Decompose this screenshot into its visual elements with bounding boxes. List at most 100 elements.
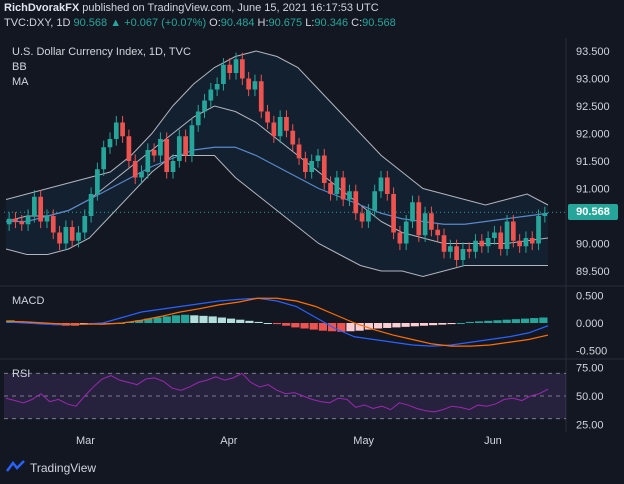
candle-body [101,147,107,170]
candle-body [447,246,453,252]
candle-body [63,227,69,244]
candle-body [208,89,214,101]
candle-body [107,139,113,148]
candle-body [164,139,170,172]
macd-histogram-bar [392,323,401,328]
close-value: 90.568 [362,17,396,29]
publisher-name[interactable]: RichDvorakFX [4,2,80,14]
macd-histogram-bar [419,323,429,326]
price-tick-label: 93.500 [576,46,610,58]
candle-body [391,194,396,233]
candle-body [429,213,434,230]
ohlc-bar: TVC:DXY, 1D 90.568 ▲ +0.067 (+0.07%) O:9… [4,17,396,29]
candle-body [296,144,302,159]
macd-histogram-bar [282,323,291,326]
candle-body [151,150,157,156]
candle-body [13,218,18,222]
macd-histogram-bar [465,321,475,323]
candle-body [132,161,138,178]
macd-histogram-bar [263,323,272,324]
chart-title: U.S. Dollar Currency Index, 1D, TVC [12,46,191,58]
macd-histogram-bar [539,317,548,323]
macd-histogram-bar [153,317,162,323]
macd-histogram-bar [309,323,318,330]
bb-fill [6,51,548,277]
bb-legend[interactable]: BB [12,61,27,73]
candle-body [277,117,283,137]
macd-histogram-bar [520,318,530,323]
candle-body [334,177,340,194]
open-value: 90.484 [220,17,255,29]
candle-body [340,177,346,200]
candle-body [435,229,441,236]
macd-histogram-bar [171,315,181,323]
macd-histogram-bar [291,323,300,328]
candle-body [233,59,239,73]
symbol-label[interactable]: TVC:DXY, 1D [4,17,71,29]
candle-body [441,235,447,252]
macd-histogram-bar [300,323,309,329]
candle-body [473,240,478,252]
candle-body [158,139,163,156]
x-tick-label: May [353,435,374,447]
candle-body [57,232,62,244]
candle-body [170,161,176,172]
candle-body [246,78,251,90]
macd-histogram-bar [226,318,236,323]
last-price-badge: 90.568 [568,204,618,220]
candle-body [25,216,31,225]
x-tick-label: Apr [220,435,237,447]
rsi-tick-label: 75.00 [576,363,604,375]
macd-histogram-bar [456,323,465,324]
macd-histogram-bar [383,323,392,328]
candle-body [466,249,472,252]
macd-histogram-bar [438,323,447,325]
low-label: L: [305,17,315,29]
rsi-line [5,372,549,413]
macd-histogram-bar [272,323,282,325]
candle-body [460,249,466,260]
rsi-tick-label: 50.00 [576,391,604,403]
high-label: H: [257,17,269,29]
x-tick-label: Jun [484,435,502,447]
candle-body [38,196,44,222]
x-tick-label: Mar [76,435,95,447]
candle-body [202,100,207,112]
macd-histogram-bar [355,323,364,331]
macd-tick-label: 0.500 [576,291,604,303]
macd-histogram-bar [484,320,493,323]
candle-body [284,117,289,131]
publish-header: RichDvorakFX published on TradingView.co… [4,2,379,14]
rsi-tick-label: 25.00 [576,419,604,431]
candle-body [492,232,497,238]
candle-body [265,111,270,123]
price-tick-label: 91.000 [576,184,610,196]
candle-body [69,227,75,241]
ma-legend[interactable]: MA [12,76,29,88]
macd-histogram-bar [346,323,355,332]
candle-body [378,177,384,192]
ma-line [6,146,549,225]
candle-body [359,213,365,222]
open-label: O: [209,17,221,29]
candle-body [113,122,119,139]
macd-histogram-bar [181,314,190,323]
published-text: published on TradingView.com, June 15, 2… [82,2,379,14]
candle-body [19,221,25,225]
price-tick-label: 92.500 [576,101,610,113]
price-tick-label: 90.000 [576,239,610,251]
candle-body [50,216,56,233]
candle-body [290,130,296,145]
candle-body [145,150,151,172]
last-price: 90.568 [73,17,108,29]
candle-body [120,122,125,137]
rsi-legend[interactable]: RSI [12,368,31,380]
candle-body [271,122,277,137]
tradingview-brand[interactable]: TradingView [6,459,96,476]
candle-body [328,183,333,194]
high-value: 90.675 [268,17,303,29]
macd-legend[interactable]: MACD [12,295,45,307]
macd-histogram-bar [410,323,419,327]
candle-body [372,191,378,211]
